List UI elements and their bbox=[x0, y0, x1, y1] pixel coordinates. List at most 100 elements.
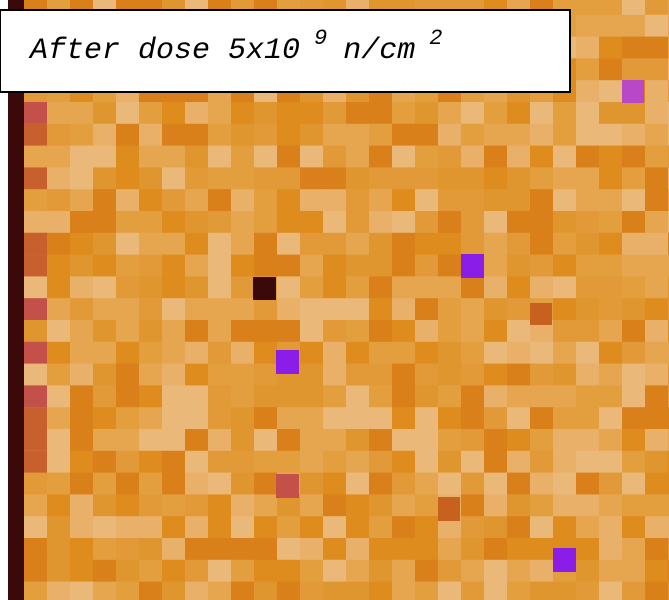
pixel bbox=[392, 385, 416, 407]
pixel bbox=[346, 516, 370, 538]
pixel bbox=[369, 451, 393, 473]
pixel bbox=[484, 211, 508, 233]
pixel bbox=[254, 167, 278, 189]
pixel bbox=[553, 255, 577, 277]
pixel bbox=[645, 320, 669, 342]
pixel bbox=[461, 494, 485, 516]
pixel bbox=[162, 189, 186, 211]
pixel bbox=[553, 364, 577, 386]
pixel bbox=[231, 167, 255, 189]
pixel bbox=[576, 167, 600, 189]
pixel bbox=[599, 538, 623, 560]
pixel bbox=[461, 211, 485, 233]
pixel bbox=[323, 167, 347, 189]
hot-pixel bbox=[622, 80, 644, 103]
pixel bbox=[93, 494, 117, 516]
pixel bbox=[231, 407, 255, 429]
pixel bbox=[415, 233, 439, 255]
pixel bbox=[208, 538, 232, 560]
pixel bbox=[530, 146, 554, 168]
pixel bbox=[553, 407, 577, 429]
pixel bbox=[599, 407, 623, 429]
pixel bbox=[415, 582, 439, 600]
pixel bbox=[599, 211, 623, 233]
pixel bbox=[93, 538, 117, 560]
pixel bbox=[208, 364, 232, 386]
pixel bbox=[599, 385, 623, 407]
pixel bbox=[461, 320, 485, 342]
pixel bbox=[484, 102, 508, 124]
pixel bbox=[369, 429, 393, 451]
pixel bbox=[553, 189, 577, 211]
pixel bbox=[231, 364, 255, 386]
pixel bbox=[507, 124, 531, 146]
pixel bbox=[369, 124, 393, 146]
pixel bbox=[530, 407, 554, 429]
pixel bbox=[645, 429, 669, 451]
pixel bbox=[484, 494, 508, 516]
pixel bbox=[93, 364, 117, 386]
pixel bbox=[162, 407, 186, 429]
pixel bbox=[185, 429, 209, 451]
pixel bbox=[208, 516, 232, 538]
pixel bbox=[139, 124, 163, 146]
pixel bbox=[277, 276, 301, 298]
pixel bbox=[300, 560, 324, 582]
label-unit: n/cm bbox=[343, 34, 415, 68]
pixel bbox=[484, 189, 508, 211]
pixel bbox=[438, 473, 462, 495]
pixel bbox=[323, 255, 347, 277]
pixel bbox=[231, 385, 255, 407]
pixel bbox=[346, 582, 370, 600]
pixel bbox=[484, 473, 508, 495]
pixel bbox=[162, 538, 186, 560]
pixel bbox=[24, 407, 47, 429]
pixel bbox=[47, 494, 71, 516]
pixel bbox=[438, 429, 462, 451]
pixel bbox=[277, 255, 301, 277]
pixel bbox=[208, 276, 232, 298]
pixel bbox=[254, 582, 278, 600]
pixel bbox=[553, 451, 577, 473]
pixel bbox=[484, 320, 508, 342]
pixel bbox=[553, 582, 577, 600]
pixel bbox=[208, 407, 232, 429]
pixel bbox=[645, 582, 669, 600]
pixel bbox=[553, 473, 577, 495]
pixel bbox=[139, 211, 163, 233]
pixel bbox=[484, 385, 508, 407]
pixel bbox=[346, 124, 370, 146]
pixel bbox=[645, 494, 669, 516]
label-unit-exponent: 2 bbox=[429, 26, 442, 51]
pixel bbox=[208, 342, 232, 364]
pixel bbox=[323, 407, 347, 429]
pixel bbox=[208, 582, 232, 600]
pixel bbox=[70, 102, 94, 124]
pixel bbox=[553, 276, 577, 298]
pixel bbox=[116, 451, 140, 473]
pixel bbox=[484, 429, 508, 451]
pixel bbox=[461, 167, 485, 189]
pixel bbox=[346, 320, 370, 342]
pixel bbox=[208, 124, 232, 146]
pixel bbox=[116, 167, 140, 189]
pixel bbox=[139, 364, 163, 386]
pixel bbox=[576, 451, 600, 473]
pixel bbox=[300, 233, 324, 255]
pixel bbox=[553, 233, 577, 255]
pixel bbox=[346, 364, 370, 386]
pixel bbox=[185, 582, 209, 600]
pixel bbox=[254, 102, 278, 124]
pixel bbox=[346, 255, 370, 277]
pixel bbox=[24, 429, 47, 451]
pixel bbox=[24, 233, 47, 255]
pixel bbox=[576, 58, 600, 80]
pixel bbox=[553, 385, 577, 407]
pixel bbox=[254, 560, 278, 582]
pixel bbox=[208, 211, 232, 233]
pixel bbox=[231, 255, 255, 277]
pixel bbox=[484, 538, 508, 560]
pixel bbox=[645, 124, 669, 146]
pixel bbox=[162, 276, 186, 298]
pixel bbox=[346, 494, 370, 516]
